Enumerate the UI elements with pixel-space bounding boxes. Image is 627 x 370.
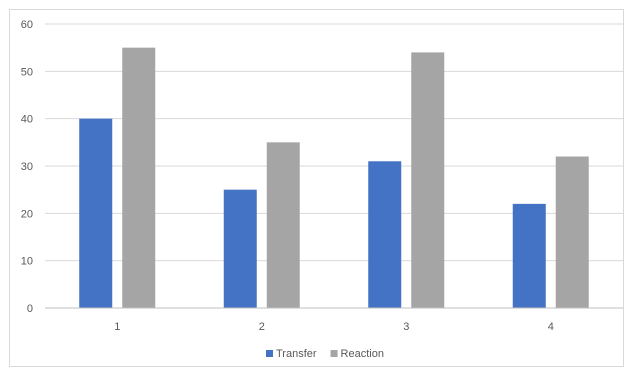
legend-label-transfer: Transfer [276, 348, 317, 360]
y-tick-label: 30 [21, 161, 33, 173]
y-tick-label: 40 [21, 114, 33, 126]
y-tick-label: 20 [21, 208, 33, 220]
y-tick-label: 50 [21, 66, 33, 78]
bar-transfer-2 [223, 189, 257, 308]
bar-reaction-1 [122, 47, 156, 309]
legend-swatch-reaction [330, 350, 338, 357]
x-tick-label: 3 [403, 321, 409, 333]
bar-transfer-4 [512, 203, 546, 308]
y-axis-tick-labels: 0 10 20 30 40 50 60 [21, 19, 33, 315]
bar-reaction-4 [555, 156, 589, 308]
x-tick-label: 2 [259, 321, 265, 333]
x-axis-tick-labels: 1 2 3 4 [114, 321, 554, 333]
legend-swatch-transfer [266, 350, 273, 357]
bar-reaction-3 [411, 52, 445, 309]
x-tick-label: 4 [548, 321, 554, 333]
y-tick-label: 0 [27, 303, 33, 315]
bar-transfer-1 [79, 118, 113, 309]
x-tick-label: 1 [114, 321, 120, 333]
y-tick-label: 60 [21, 19, 33, 31]
bars [79, 47, 589, 309]
legend: Transfer Reaction [266, 348, 384, 360]
legend-label-reaction: Reaction [341, 348, 384, 360]
bar-transfer-3 [368, 161, 402, 308]
y-tick-label: 10 [21, 256, 33, 268]
bar-reaction-2 [266, 142, 300, 308]
